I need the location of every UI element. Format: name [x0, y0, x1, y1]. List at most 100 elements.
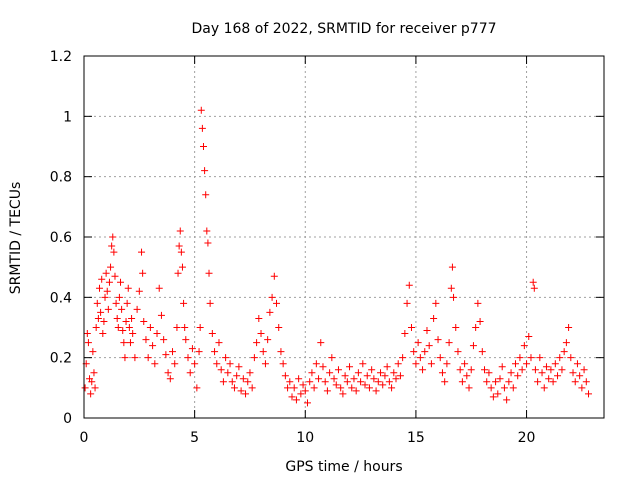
data-point-plus	[483, 378, 491, 386]
data-point-plus	[93, 299, 101, 307]
data-point-plus	[538, 369, 546, 377]
data-point-plus	[297, 390, 305, 398]
data-point-plus	[228, 378, 236, 386]
data-point-plus	[138, 248, 146, 256]
data-point-plus	[128, 314, 136, 322]
data-point-plus	[465, 384, 473, 392]
data-point-plus	[164, 369, 172, 377]
data-point-plus	[361, 381, 369, 389]
data-markers	[81, 106, 593, 407]
y-tick-label: 1	[63, 109, 72, 125]
data-point-plus	[284, 384, 292, 392]
data-point-plus	[525, 333, 533, 341]
data-point-plus	[301, 387, 309, 395]
data-point-plus	[255, 314, 263, 322]
data-point-plus	[339, 390, 347, 398]
data-point-plus	[472, 324, 480, 331]
data-point-plus	[273, 299, 281, 307]
data-point-plus	[452, 324, 460, 331]
data-point-plus	[124, 284, 132, 292]
data-point-plus	[377, 369, 385, 377]
data-point-plus	[233, 372, 241, 380]
data-point-plus	[196, 324, 204, 331]
data-point-plus	[381, 372, 389, 380]
data-point-plus	[463, 372, 471, 380]
data-point-plus	[104, 305, 112, 313]
data-point-plus	[306, 378, 314, 386]
data-point-plus	[421, 348, 429, 356]
data-point-plus	[438, 369, 446, 377]
data-point-plus	[337, 384, 345, 392]
data-point-plus	[91, 384, 99, 392]
data-point-plus	[84, 339, 92, 347]
data-point-plus	[197, 106, 205, 114]
y-tick-label: 0.8	[50, 170, 72, 186]
data-point-plus	[181, 324, 189, 331]
data-point-plus	[330, 375, 338, 383]
data-point-plus	[423, 327, 431, 335]
x-tick-label: 15	[407, 430, 425, 446]
data-point-plus	[547, 366, 555, 374]
data-point-plus	[434, 336, 442, 344]
data-point-plus	[354, 369, 362, 377]
data-point-plus	[208, 330, 216, 338]
data-point-plus	[565, 324, 573, 331]
data-point-plus	[348, 384, 356, 392]
data-point-plus	[107, 263, 115, 271]
data-point-plus	[288, 393, 296, 401]
data-point-plus	[551, 360, 559, 368]
data-point-plus	[178, 263, 186, 271]
data-point-plus	[523, 360, 531, 368]
data-point-plus	[201, 167, 209, 175]
data-point-plus	[286, 378, 294, 386]
data-point-plus	[174, 269, 182, 277]
data-point-plus	[279, 360, 287, 368]
data-point-plus	[149, 342, 157, 350]
data-point-plus	[219, 378, 227, 386]
data-point-plus	[186, 369, 194, 377]
data-point-plus	[213, 360, 221, 368]
data-point-plus	[239, 375, 247, 383]
data-point-plus	[518, 366, 526, 374]
data-point-plus	[257, 330, 265, 338]
data-point-plus	[573, 360, 581, 368]
data-point-plus	[558, 366, 566, 374]
data-point-plus	[580, 366, 588, 374]
data-point-plus	[323, 387, 331, 395]
data-point-plus	[173, 324, 181, 331]
data-point-plus	[81, 384, 89, 392]
data-point-plus	[108, 242, 116, 250]
data-point-plus	[277, 348, 285, 356]
data-point-plus	[350, 375, 358, 383]
data-point-plus	[199, 143, 207, 150]
data-point-plus	[562, 339, 570, 347]
data-point-plus	[363, 372, 371, 380]
data-point-plus	[530, 284, 538, 292]
data-point-plus	[146, 324, 154, 331]
data-point-plus	[443, 360, 451, 368]
data-point-plus	[248, 384, 256, 392]
data-point-plus	[191, 360, 199, 368]
data-point-plus	[392, 375, 400, 383]
data-point-plus	[328, 354, 336, 362]
data-point-plus	[509, 384, 517, 392]
data-point-plus	[383, 363, 391, 371]
data-point-plus	[121, 354, 129, 362]
data-point-plus	[211, 348, 219, 356]
data-point-plus	[111, 272, 119, 280]
data-point-plus	[492, 378, 500, 386]
data-point-plus	[365, 384, 373, 392]
data-point-plus	[169, 348, 177, 356]
data-point-plus	[103, 287, 111, 295]
data-point-plus	[432, 299, 440, 307]
data-point-plus	[388, 384, 396, 392]
data-point-plus	[131, 354, 139, 362]
data-point-plus	[250, 354, 258, 362]
data-point-plus	[489, 393, 497, 401]
data-point-plus	[529, 278, 537, 286]
tick-labels: 0 0.2 0.4 0.6 0.8 1 1.2 0 5 10 15 20	[50, 49, 536, 446]
data-point-plus	[500, 384, 508, 392]
data-point-plus	[166, 375, 174, 383]
data-point-plus	[425, 342, 433, 350]
data-point-plus	[114, 324, 122, 331]
